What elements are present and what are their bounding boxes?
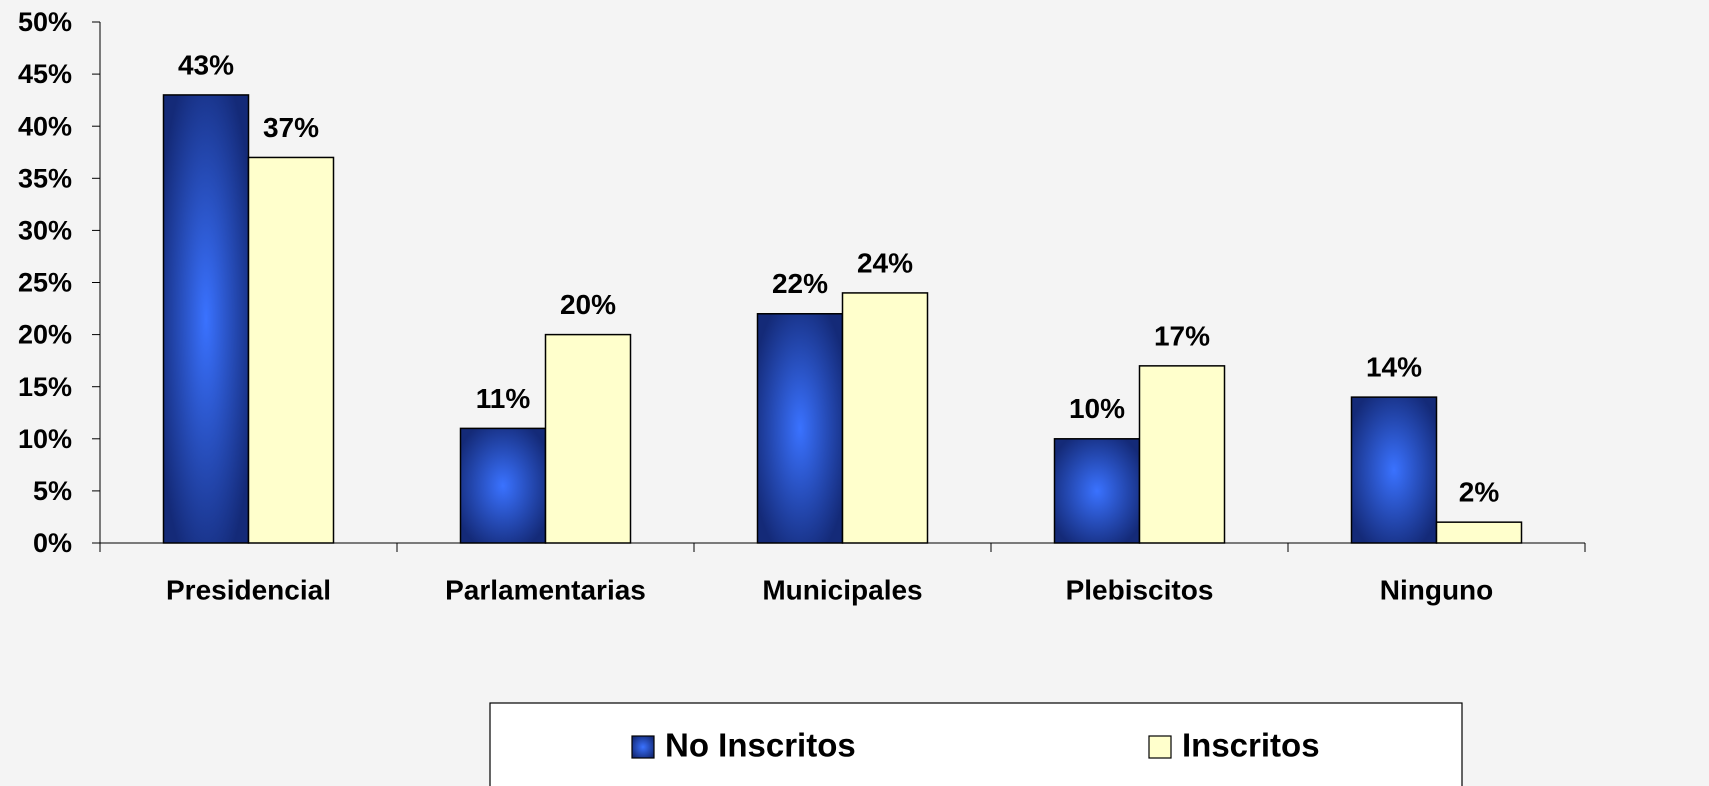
legend-swatch bbox=[631, 735, 655, 759]
y-tick-label: 0% bbox=[33, 528, 72, 558]
bar bbox=[1350, 396, 1438, 544]
bar bbox=[1138, 365, 1226, 544]
y-tick-label: 10% bbox=[18, 424, 72, 454]
value-label: 37% bbox=[263, 112, 319, 143]
bar bbox=[756, 313, 844, 544]
y-tick-label: 45% bbox=[18, 59, 72, 89]
y-tick-label: 50% bbox=[18, 7, 72, 37]
bar bbox=[247, 156, 335, 544]
value-label: 43% bbox=[178, 49, 234, 80]
y-tick-label: 40% bbox=[18, 111, 72, 141]
bar bbox=[841, 292, 929, 544]
value-label: 22% bbox=[772, 268, 828, 299]
y-tick-label: 25% bbox=[18, 268, 72, 298]
value-label: 24% bbox=[857, 247, 913, 278]
bar bbox=[544, 333, 632, 544]
value-label: 11% bbox=[476, 383, 531, 414]
y-tick-label: 20% bbox=[18, 320, 72, 350]
x-tick-label: Municipales bbox=[762, 574, 922, 605]
x-tick-label: Presidencial bbox=[166, 574, 331, 605]
value-label: 20% bbox=[560, 289, 616, 320]
legend-label: Inscritos bbox=[1182, 727, 1320, 764]
bar bbox=[459, 427, 547, 544]
x-tick-label: Parlamentarias bbox=[445, 574, 646, 605]
y-tick-label: 5% bbox=[33, 476, 72, 506]
legend-swatch bbox=[1148, 735, 1172, 759]
y-tick-label: 15% bbox=[18, 372, 72, 402]
legend-label: No Inscritos bbox=[665, 727, 856, 764]
y-tick-label: 30% bbox=[18, 216, 72, 246]
value-label: 10% bbox=[1069, 393, 1125, 424]
x-tick-label: Ninguno bbox=[1380, 574, 1494, 605]
y-tick-label: 35% bbox=[18, 163, 72, 193]
bar bbox=[162, 94, 250, 544]
value-label: 2% bbox=[1459, 477, 1500, 508]
value-label: 17% bbox=[1154, 320, 1210, 351]
bar bbox=[1435, 521, 1523, 544]
x-tick-label: Plebiscitos bbox=[1066, 574, 1214, 605]
value-label: 14% bbox=[1366, 352, 1422, 383]
bar bbox=[1053, 438, 1141, 544]
